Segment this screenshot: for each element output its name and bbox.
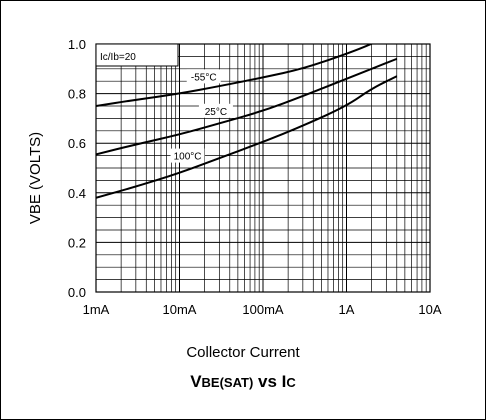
series-lines (96, 44, 398, 199)
x-axis-label: Collector Current (186, 344, 300, 361)
chart-title: VBE(SAT) vs IC (0, 372, 486, 392)
series-label-0: -55°C (191, 72, 217, 83)
tick-labels: 1mA 10mA 100mA 1A 10A 0.0 0.2 0.4 0.6 0.8 1.0 (68, 37, 442, 317)
y-tick-label: 0.0 (68, 285, 86, 300)
y-tick-label: 0.2 (68, 235, 86, 250)
series-line-0 (96, 44, 374, 107)
y-tick-label: 0.6 (68, 136, 86, 151)
x-tick-label: 100mA (242, 302, 284, 317)
series-label-bg (198, 103, 233, 118)
series-line-1 (96, 57, 398, 156)
y-axis-label: VBE (VOLTS) (27, 132, 44, 224)
series-label-2: 100°C (174, 152, 202, 163)
y-tick-label: 1.0 (68, 37, 86, 52)
y-tick-label: 0.4 (68, 186, 86, 201)
x-tick-label: 1mA (83, 302, 110, 317)
series-line-2 (96, 75, 398, 199)
title-part-v: V (190, 372, 202, 391)
x-tick-label: 10mA (163, 302, 197, 317)
title-part-vs: vs I (253, 372, 287, 391)
condition-label: Ic/Ib=20 (100, 52, 136, 63)
grid (95, 43, 431, 293)
title-part-besat: BE(SAT) (201, 375, 254, 390)
series-label-1: 25°C (205, 107, 227, 118)
x-tick-label: 1A (339, 302, 355, 317)
series-label-bg (186, 69, 221, 84)
series-labels: -55°C 25°C 100°C (170, 69, 233, 163)
title-part-c: C (286, 375, 296, 390)
y-tick-label: 0.8 (68, 87, 86, 102)
series-label-bg (170, 148, 205, 163)
condition-box (95, 43, 179, 67)
plot-border (95, 43, 431, 293)
x-tick-label: 10A (418, 302, 441, 317)
